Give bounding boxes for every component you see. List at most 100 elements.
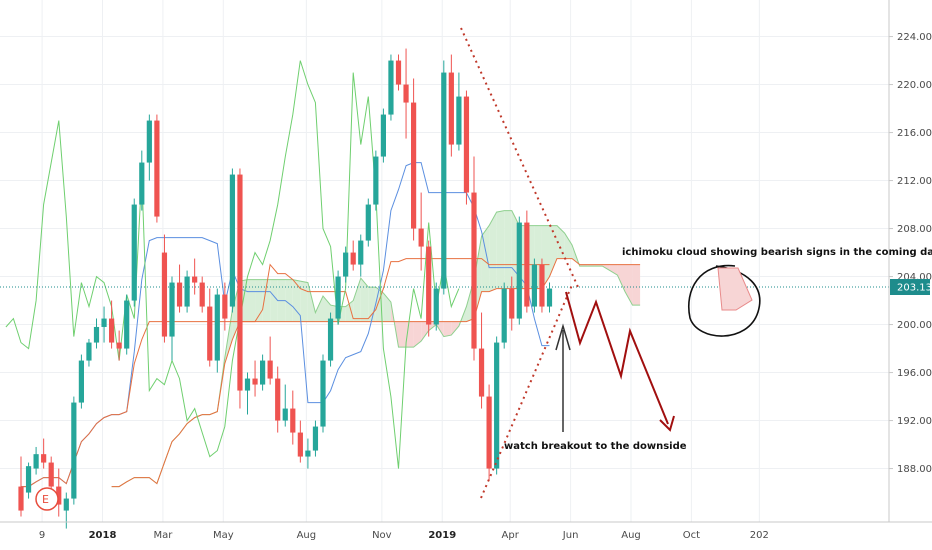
candle[interactable]	[456, 72, 462, 151]
candle[interactable]	[146, 114, 152, 181]
price-axis[interactable]: 188.00 192.00 196.00 200.00 204.00 208.00 212.…	[888, 0, 932, 522]
candle[interactable]	[169, 276, 175, 361]
cloud-segment	[398, 321, 407, 348]
candle[interactable]	[139, 150, 145, 211]
candle[interactable]	[33, 446, 39, 475]
candle[interactable]	[486, 384, 492, 481]
y-tick-label: 208.00	[897, 224, 932, 235]
cloud-segment	[368, 287, 376, 322]
candle[interactable]	[312, 420, 319, 457]
candle[interactable]	[161, 234, 168, 343]
candle[interactable]	[426, 240, 432, 337]
candle[interactable]	[207, 288, 213, 367]
candle[interactable]	[199, 276, 205, 313]
candle[interactable]	[524, 210, 530, 313]
y-tick-label: 204.00	[897, 272, 932, 283]
candle[interactable]	[267, 336, 273, 385]
candle[interactable]	[516, 216, 522, 325]
cloud-annotation-text: ichimoku cloud showing bearish signs in …	[622, 247, 932, 258]
candle[interactable]	[78, 354, 84, 409]
candle[interactable]	[478, 312, 485, 409]
y-tick-label: 188.00	[897, 464, 932, 475]
candle[interactable]	[365, 198, 371, 247]
candle[interactable]	[109, 300, 115, 349]
candle[interactable]	[260, 354, 266, 391]
candle[interactable]	[244, 372, 251, 415]
candle[interactable]	[327, 312, 334, 367]
candle[interactable]	[86, 338, 92, 367]
candle[interactable]	[184, 270, 190, 313]
candle[interactable]	[48, 456, 54, 493]
candle[interactable]	[192, 258, 198, 295]
candle[interactable]	[501, 282, 507, 349]
candle[interactable]	[358, 234, 364, 277]
event-marker[interactable]: E	[35, 487, 59, 511]
candle[interactable]	[509, 276, 515, 331]
candle[interactable]	[282, 384, 288, 427]
drawing-annotations: ichimoku cloud showing bearish signs in …	[460, 27, 932, 499]
candle[interactable]	[403, 48, 409, 139]
candle[interactable]	[131, 198, 137, 307]
candle[interactable]	[214, 288, 220, 373]
candlestick-series[interactable]	[18, 48, 553, 529]
x-tick-label: Mar	[153, 530, 173, 541]
x-tick-label: May	[213, 530, 234, 541]
candle[interactable]	[411, 78, 417, 241]
candle[interactable]	[380, 108, 386, 163]
candle[interactable]	[305, 438, 311, 469]
cloud-segment	[247, 279, 256, 322]
candle[interactable]	[237, 168, 243, 409]
candle[interactable]	[350, 240, 356, 271]
cloud-segment	[307, 282, 316, 322]
cloud-segment	[285, 279, 293, 322]
candle[interactable]	[41, 438, 47, 469]
candle[interactable]	[56, 468, 62, 517]
candle[interactable]	[154, 114, 160, 223]
candle[interactable]	[222, 282, 228, 331]
cloud-segment	[564, 233, 573, 259]
candle[interactable]	[463, 90, 470, 205]
candle[interactable]	[335, 270, 341, 325]
candle[interactable]	[343, 246, 349, 283]
candle[interactable]	[388, 54, 394, 121]
candle[interactable]	[395, 54, 402, 91]
time-axis[interactable]: 9 2018 Mar May Aug Nov 2019 Apr Jun Aug Oct 202	[0, 521, 932, 541]
candle[interactable]	[18, 456, 24, 517]
candle[interactable]	[373, 150, 379, 211]
x-tick-label: 2019	[428, 530, 456, 541]
x-tick-label: 202	[750, 530, 769, 541]
candle[interactable]	[63, 492, 69, 529]
current-price-tag: 203.13	[890, 279, 932, 295]
candle[interactable]	[297, 420, 303, 463]
candle[interactable]	[320, 354, 326, 433]
cloud-segment	[413, 321, 422, 348]
x-tick-label: Apr	[502, 530, 520, 541]
arrowhead-icon	[659, 415, 675, 432]
candle[interactable]	[252, 360, 258, 397]
candle[interactable]	[101, 306, 107, 343]
candle[interactable]	[433, 282, 439, 331]
candle[interactable]	[93, 318, 100, 349]
candle[interactable]	[531, 258, 537, 313]
candle[interactable]	[71, 396, 77, 505]
candle[interactable]	[441, 60, 447, 295]
y-tick-label: 200.00	[897, 320, 932, 331]
candle[interactable]	[176, 264, 183, 313]
candle[interactable]	[25, 462, 32, 499]
candle[interactable]	[116, 330, 122, 361]
candle[interactable]	[448, 54, 454, 157]
candle[interactable]	[539, 258, 545, 313]
candle[interactable]	[290, 390, 296, 445]
candle[interactable]	[229, 168, 235, 313]
candle[interactable]	[471, 156, 477, 361]
cloud-segment	[262, 279, 271, 322]
candle[interactable]	[418, 192, 424, 271]
candle[interactable]	[124, 294, 130, 355]
candle[interactable]	[494, 336, 500, 475]
cloud-segment	[255, 279, 263, 322]
candle[interactable]	[275, 366, 281, 433]
y-tick-label: 212.00	[897, 176, 932, 187]
candle[interactable]	[546, 282, 553, 313]
